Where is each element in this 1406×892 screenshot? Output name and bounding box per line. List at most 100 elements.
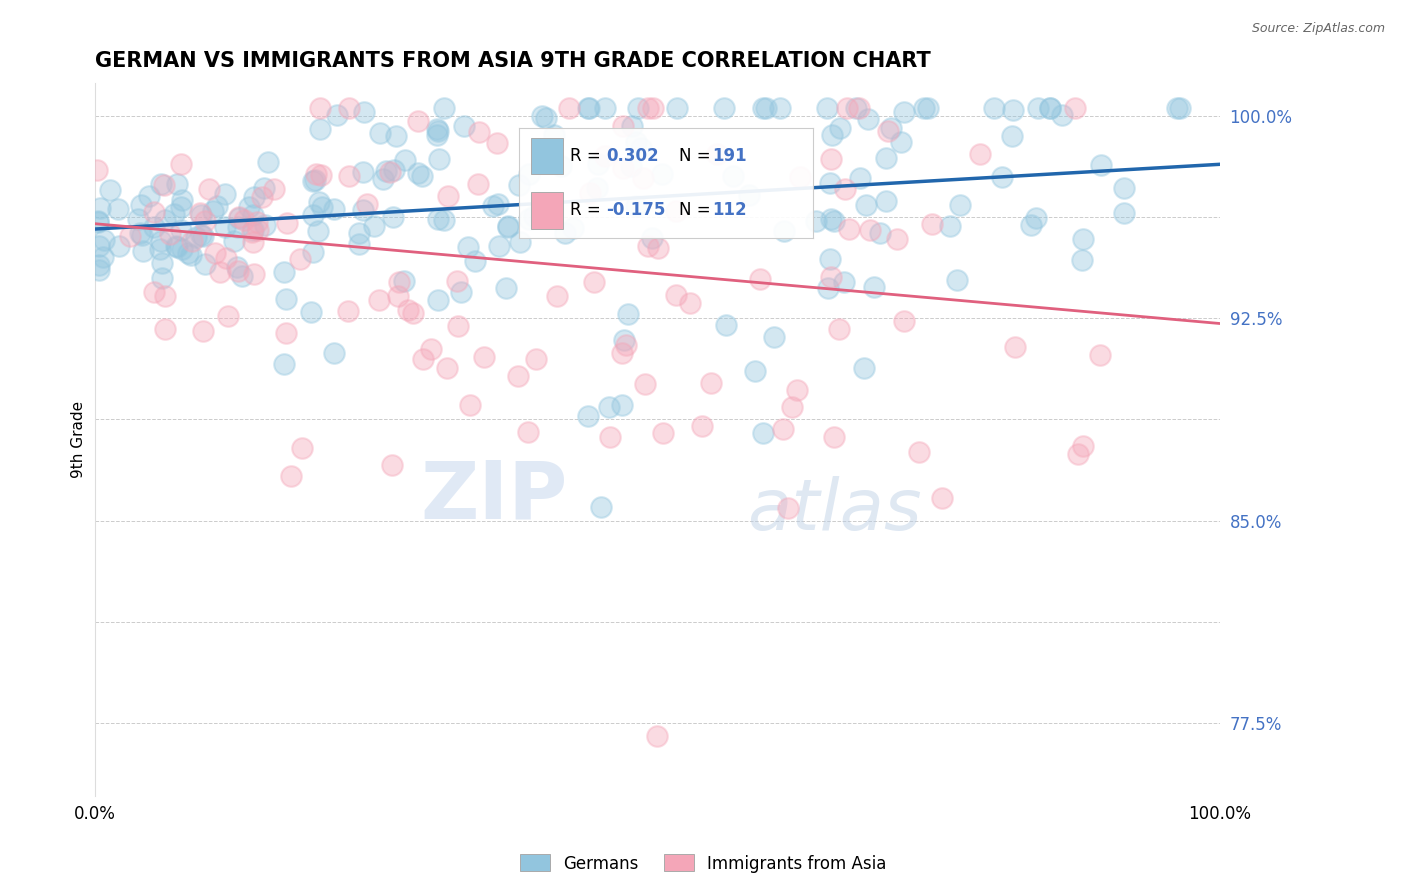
Point (153, 212, 176, 227)
Point (394, 153, 416, 167)
Point (159, 227, 181, 241)
Text: atlas: atlas (747, 476, 922, 545)
Point (467, 177, 489, 191)
Point (87, 262, 110, 277)
Point (789, 169, 811, 184)
Point (118, 228, 141, 243)
Point (153, 178, 176, 193)
Point (198, 182, 221, 196)
Point (863, 279, 886, 293)
Point (508, 178, 530, 193)
Point (1050, 108, 1073, 122)
Point (983, 101, 1005, 115)
Point (626, 199, 648, 213)
Point (307, 223, 329, 237)
Point (517, 211, 540, 226)
Point (228, 264, 250, 278)
Point (224, 235, 246, 249)
Point (254, 218, 277, 232)
Point (1039, 101, 1062, 115)
Point (150, 234, 173, 248)
Point (302, 245, 325, 260)
Point (917, 101, 939, 115)
Point (142, 205, 165, 219)
Point (323, 202, 346, 217)
Point (1112, 206, 1135, 220)
Point (1071, 439, 1094, 453)
Point (368, 127, 391, 141)
Point (217, 309, 239, 323)
Text: 0.302: 0.302 (606, 146, 658, 165)
Point (446, 274, 468, 288)
Point (406, 166, 429, 180)
Point (948, 198, 970, 212)
Point (593, 149, 616, 163)
Point (89, 202, 111, 216)
Point (641, 101, 664, 115)
Point (433, 213, 456, 227)
Point (240, 225, 263, 239)
Point (163, 206, 186, 220)
Point (450, 285, 472, 300)
Point (142, 220, 165, 235)
Point (858, 223, 880, 237)
Point (939, 219, 962, 234)
Point (496, 219, 519, 233)
Point (852, 361, 875, 376)
Point (678, 296, 700, 310)
Point (207, 199, 229, 213)
Point (586, 180, 609, 194)
Point (769, 101, 792, 115)
Point (127, 211, 149, 226)
Point (869, 227, 891, 241)
Point (437, 189, 460, 203)
Point (893, 105, 915, 120)
Point (172, 242, 194, 256)
Point (427, 123, 450, 137)
Point (356, 197, 378, 211)
Point (257, 155, 280, 169)
Point (519, 167, 541, 181)
Point (488, 196, 510, 211)
Point (907, 445, 929, 459)
Point (713, 101, 735, 115)
Point (1004, 341, 1026, 355)
Point (374, 164, 396, 178)
Point (382, 210, 405, 224)
Point (1002, 103, 1025, 118)
Point (624, 135, 647, 149)
Point (772, 422, 794, 436)
Point (495, 281, 517, 295)
Point (1067, 447, 1090, 461)
Point (616, 307, 638, 321)
Legend: Germans, Immigrants from Asia: Germans, Immigrants from Asia (513, 847, 893, 880)
Point (225, 260, 247, 274)
Point (86, 163, 108, 178)
Point (273, 265, 295, 279)
Point (427, 212, 450, 227)
Point (165, 239, 187, 253)
Point (744, 364, 766, 378)
Point (890, 135, 912, 149)
Point (1026, 101, 1049, 115)
Text: N =: N = (679, 201, 716, 219)
Point (193, 229, 215, 244)
Point (457, 240, 479, 254)
Point (543, 128, 565, 143)
Point (1071, 232, 1094, 246)
Point (190, 227, 212, 242)
Point (274, 326, 297, 340)
Text: R =: R = (571, 201, 606, 219)
Point (690, 418, 713, 433)
Point (517, 425, 540, 439)
Point (131, 227, 153, 242)
Point (166, 177, 188, 191)
Point (773, 223, 796, 237)
Point (371, 171, 394, 186)
Point (858, 112, 880, 127)
Point (98, 183, 121, 197)
Point (706, 147, 728, 161)
Point (215, 252, 238, 266)
Point (302, 174, 325, 188)
Point (1090, 158, 1112, 172)
